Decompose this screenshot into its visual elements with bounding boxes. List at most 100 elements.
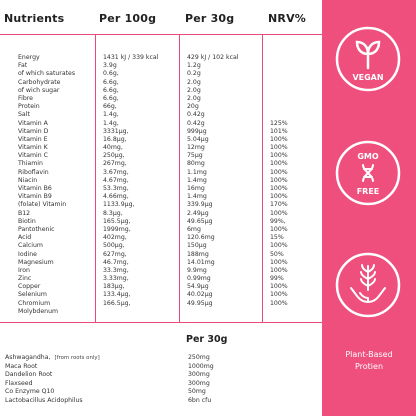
nutrient-name: B12 (18, 209, 31, 217)
nutrient-row: Vitamin K 40mg, 12mg 100% (0, 144, 322, 152)
per-100g-value: 33.3mg, (103, 266, 129, 274)
ingredient-amount: 6bn cfu (188, 396, 212, 404)
nrv-value: 100% (270, 266, 288, 274)
nutrient-name: Iodine (18, 250, 37, 258)
per-30g-value: 1.1mg (187, 168, 207, 176)
nutrient-row: Salt 1.4g, 0.42g (0, 111, 322, 119)
nutrition-table: Nutrients Per 100g Per 30g NRV% Energy 14… (0, 12, 322, 406)
per-100g-value: 402mg, (103, 234, 127, 242)
per-100g-value: 6.6g, (103, 94, 119, 102)
nutrient-name: of which saturates (18, 70, 76, 78)
per-30g-value: 1.2g (187, 62, 201, 70)
per-100g-value: 1431 kJ / 339 kcal (103, 54, 159, 61)
per-30g-value: 0.2g (187, 70, 201, 78)
per-100g-value: 1.4g, (103, 119, 119, 127)
ingredient-row: Maca Root 1000mg (0, 363, 322, 372)
nutrient-name: Vitamin C (18, 152, 48, 160)
nutrient-row: Riboflavin 3.67mg, 1.1mg 100% (0, 169, 322, 177)
per-100g-value: 267mg, (103, 160, 127, 168)
gmo-label: GMO (357, 152, 379, 161)
nutrient-row: Chromium 166.5μg, 49.95μg 100% (0, 300, 322, 308)
nrv-value: 100% (270, 283, 288, 291)
per-100g-value: 46.7mg, (103, 258, 129, 266)
nutrient-row: Energy 1431 kJ / 339 kcal 429 kJ / 102 kca… (0, 54, 322, 62)
nutrient-name: of wich sugar (18, 86, 60, 94)
per-30g-value: 16mg (187, 185, 205, 192)
per-30g-value: 120.6mg (187, 234, 215, 242)
section-divider (0, 322, 322, 323)
ingredient-name-cell: Lactobacillus Acidophilus (5, 397, 83, 406)
nrv-value: 50% (270, 250, 284, 258)
nrv-value: 100% (270, 299, 288, 307)
ingredient-amount: 250mg (188, 354, 210, 361)
nutrient-row: Vitamin E 16.8μg, 5.04μg 100% (0, 136, 322, 144)
ingredient-row: Dandelion Root 300mg (0, 371, 322, 380)
ingredient-amount: 300mg (188, 379, 210, 387)
per-100g-value: 133.4μg, (103, 291, 131, 299)
per-100g-value: 3.9g (103, 62, 117, 70)
per-100g-value: 40mg, (103, 144, 123, 152)
nutrient-name: Calcium (18, 242, 43, 250)
nrv-value: 100% (270, 225, 288, 233)
nutrient-row: Niacin 4.67mg, 1.4mg 100% (0, 177, 322, 185)
nutrient-row: Molybdenum (0, 308, 322, 316)
per-100g-value: 250μg, (103, 152, 125, 160)
nutrient-name: Protein (18, 103, 40, 111)
nutrient-name: Vitamin K (18, 144, 48, 152)
nutrient-row: Carbohydrate 6.6g, 2.0g (0, 79, 322, 87)
nutrient-name: Zinc (18, 275, 32, 283)
nutrient-row: Iodine 627mg, 188mg 50% (0, 251, 322, 259)
nutrient-name: Chromium (18, 299, 51, 307)
ingredient-name: Lactobacillus Acidophilus (5, 396, 83, 404)
ingredient-name-cell: Co Enzyme Q10 (5, 388, 54, 397)
per-30g-value: 80mg (187, 160, 205, 168)
nrv-value: 170% (270, 201, 288, 209)
header-divider (0, 34, 322, 35)
per-30g-value: 12mg (187, 144, 205, 152)
ingredient-name-cell: Dandelion Root (5, 371, 52, 380)
nutrient-row: Selenium 133.4μg, 40.02μg 100% (0, 291, 322, 299)
column-divider-1 (95, 34, 96, 322)
nrv-value: 100% (270, 242, 288, 250)
column-divider-2 (179, 34, 180, 322)
nutrient-row: Fibre 6.6g, 2.0g (0, 95, 322, 103)
ingredient-row: Co Enzyme Q10 50mg (0, 388, 322, 397)
nutrient-name: Niacin (18, 176, 38, 184)
nutrient-name: Fat (18, 62, 28, 70)
ingredient-name-cell: Ashwagandha, [from roots only] (5, 354, 100, 363)
nutrient-name: Iron (18, 266, 30, 274)
ingredient-rows: Ashwagandha, [from roots only] 250mg Maca R… (0, 354, 322, 406)
per-100g-value: 6.6g, (103, 78, 119, 86)
per-100g-value: 4.66mg, (103, 193, 129, 201)
nrv-value: 15% (270, 234, 284, 242)
header-nutrients: Nutrients (4, 12, 65, 25)
gmo-free-badge: GMO FREE (335, 140, 401, 206)
nutrient-row: Vitamin A 1.4g, 0.42g 125% (0, 120, 322, 128)
nutrient-row: Zinc 3.33mg, 0.99mg 99% (0, 275, 322, 283)
per-30g-value: 2.0g (187, 94, 201, 102)
nutrient-name: Biotin (18, 217, 36, 225)
dna-icon (362, 164, 374, 182)
ingredient-name: Ashwagandha, (5, 354, 51, 361)
nrv-value: 99%, (270, 217, 286, 225)
nrv-value: 100% (270, 258, 288, 266)
per-100g-value: 3.67mg, (103, 168, 129, 176)
per-30g-value: 2.49μg (187, 209, 209, 217)
per-100g-value: 500μg, (103, 242, 125, 250)
ingredient-name: Maca Root (5, 362, 38, 370)
per-100g-value: 66g, (103, 103, 117, 111)
nutrient-row: Copper 183μg, 54.9μg 100% (0, 283, 322, 291)
nutrient-name: Vitamin D (18, 127, 49, 135)
nutrient-name: Selenium (18, 291, 47, 299)
plant-based-line2: Protien (354, 362, 384, 371)
per-30g-value: 14.01mg (187, 258, 215, 266)
per-100g-value: 1133.9μg, (103, 201, 135, 209)
nutrient-name: (folate) Vitamin (18, 201, 67, 209)
hands-wheat-icon (350, 264, 386, 303)
nutrient-row: Pantothenic 1999mg, 6mg 100% (0, 226, 322, 234)
nutrient-row: Biotin 165.5μg, 49.65μg 99%, (0, 218, 322, 226)
nutrient-name: Vitamin B6 (18, 185, 52, 192)
nutrient-row: Fat 3.9g 1.2g (0, 62, 322, 70)
per-100g-value: 16.8μg, (103, 135, 127, 143)
nrv-value: 100% (270, 176, 288, 184)
